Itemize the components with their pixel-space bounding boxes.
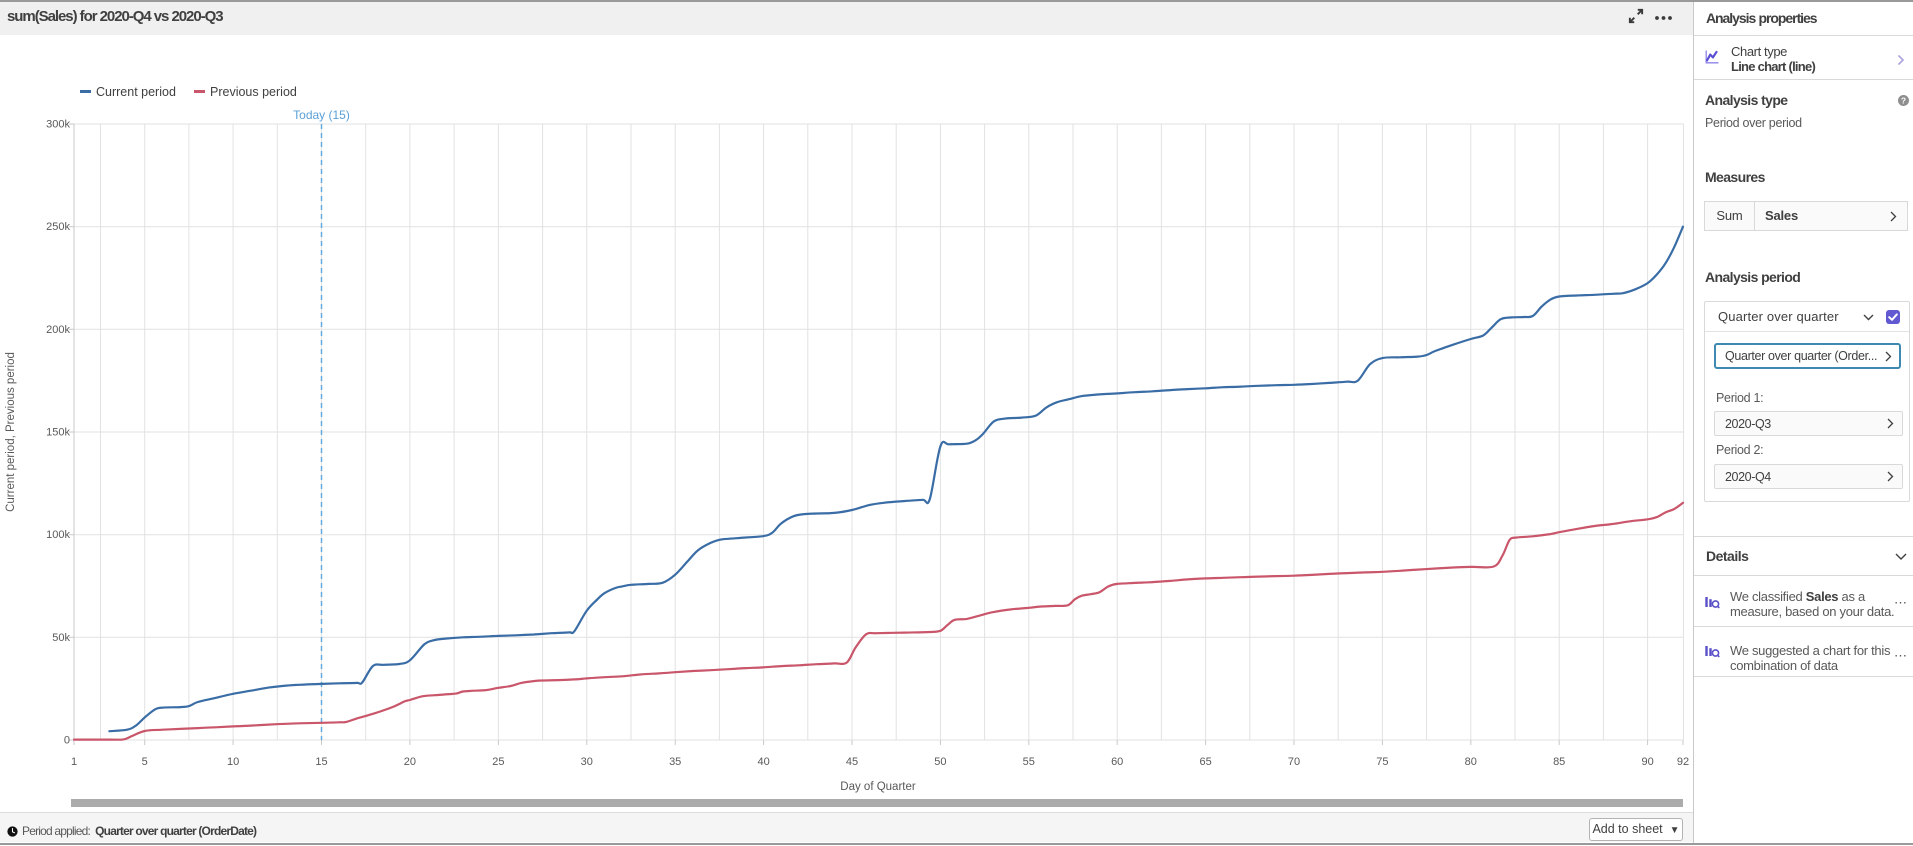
svg-text:150k: 150k bbox=[46, 427, 70, 439]
svg-text:100k: 100k bbox=[46, 529, 70, 541]
svg-text:250k: 250k bbox=[46, 221, 70, 233]
svg-text:Current period, Previous perio: Current period, Previous period bbox=[5, 352, 17, 512]
svg-text:0: 0 bbox=[64, 735, 70, 747]
svg-text:10: 10 bbox=[227, 756, 239, 768]
svg-text:Day of Quarter: Day of Quarter bbox=[840, 781, 916, 793]
svg-text:35: 35 bbox=[669, 756, 681, 768]
svg-text:65: 65 bbox=[1199, 756, 1211, 768]
svg-text:300k: 300k bbox=[46, 119, 70, 131]
svg-text:75: 75 bbox=[1376, 756, 1388, 768]
svg-text:92: 92 bbox=[1677, 756, 1689, 768]
svg-text:60: 60 bbox=[1111, 756, 1123, 768]
svg-text:?: ? bbox=[1901, 95, 1906, 105]
svg-text:5: 5 bbox=[142, 756, 148, 768]
svg-text:70: 70 bbox=[1288, 756, 1300, 768]
svg-text:85: 85 bbox=[1553, 756, 1565, 768]
svg-text:200k: 200k bbox=[46, 324, 70, 336]
svg-text:25: 25 bbox=[492, 756, 504, 768]
svg-text:45: 45 bbox=[846, 756, 858, 768]
svg-text:1: 1 bbox=[71, 756, 77, 768]
svg-text:Current period: Current period bbox=[96, 85, 176, 99]
svg-text:50k: 50k bbox=[52, 632, 70, 644]
svg-text:15: 15 bbox=[315, 756, 327, 768]
svg-text:50: 50 bbox=[934, 756, 946, 768]
svg-text:40: 40 bbox=[757, 756, 769, 768]
svg-text:Previous period: Previous period bbox=[210, 85, 297, 99]
svg-text:90: 90 bbox=[1641, 756, 1653, 768]
svg-text:30: 30 bbox=[581, 756, 593, 768]
svg-text:80: 80 bbox=[1465, 756, 1477, 768]
svg-text:Today (15): Today (15) bbox=[293, 108, 350, 122]
svg-text:55: 55 bbox=[1023, 756, 1035, 768]
svg-text:20: 20 bbox=[404, 756, 416, 768]
